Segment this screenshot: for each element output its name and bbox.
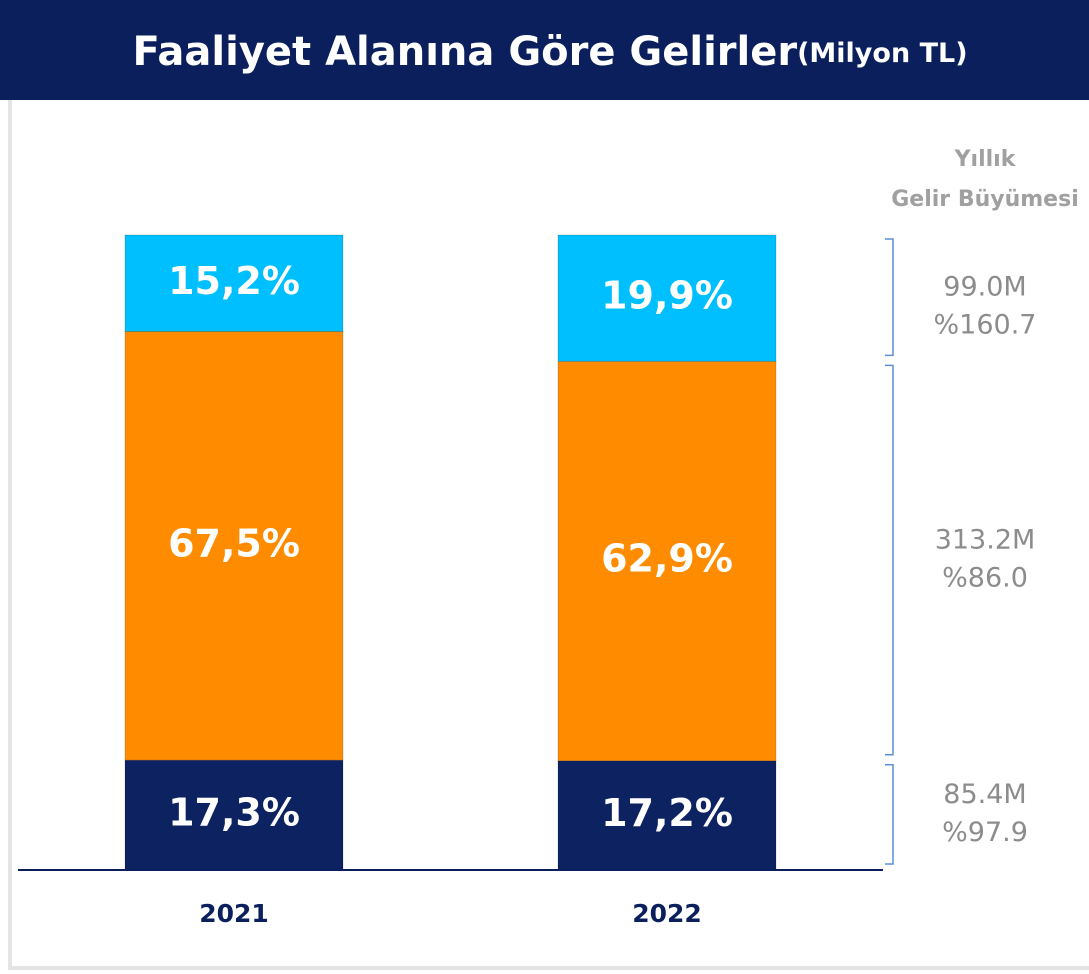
growth-rate: %97.9 <box>942 817 1028 848</box>
bar-segment <box>124 234 344 333</box>
growth-rate: %86.0 <box>942 563 1028 594</box>
data-label: 15,2% <box>168 259 300 303</box>
bracket <box>885 764 894 865</box>
x-tick-label: 2022 <box>632 899 702 928</box>
bar-segment <box>124 331 344 761</box>
header-bar <box>0 0 1089 100</box>
bar-segment <box>557 360 777 762</box>
data-label: 67,5% <box>168 521 300 565</box>
data-label: 17,2% <box>601 791 733 835</box>
x-tick-label: 2021 <box>199 899 269 928</box>
data-label: 19,9% <box>601 274 733 318</box>
frame-bottom <box>8 966 1089 970</box>
data-label: 17,3% <box>168 791 300 835</box>
frame-left <box>8 100 12 966</box>
bar-segment <box>557 234 777 362</box>
growth-rate: %160.7 <box>934 310 1037 341</box>
data-label: 62,9% <box>601 537 733 581</box>
bracket <box>885 364 894 756</box>
growth-total: 313.2M <box>935 525 1036 556</box>
side-header: Yıllık <box>954 147 1017 172</box>
side-header: Gelir Büyümesi <box>891 187 1078 212</box>
growth-total: 85.4M <box>943 779 1026 810</box>
bracket <box>885 238 894 357</box>
chart-subtitle: (Milyon TL) <box>797 38 967 69</box>
chart-title: Faaliyet Alanına Göre Gelirler <box>132 29 797 75</box>
bar-segment <box>124 759 344 871</box>
chart-title-line: Faaliyet Alanına Göre Gelirler(Milyon TL… <box>132 29 967 75</box>
growth-total: 99.0M <box>943 272 1026 303</box>
